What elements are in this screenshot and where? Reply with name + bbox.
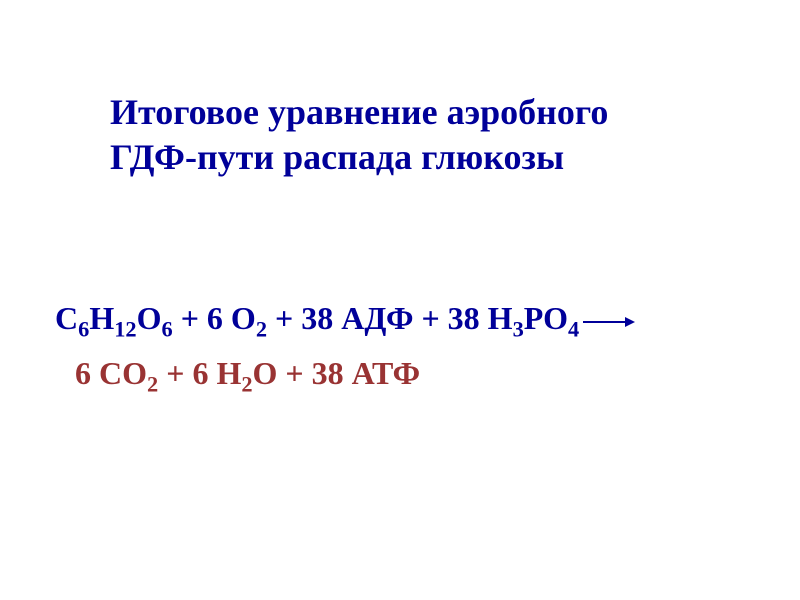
title-line-2: ГДФ-пути распада глюкозы — [110, 135, 740, 180]
equation-products: 6 СО2 + 6 Н2О + 38 АТФ — [75, 355, 760, 392]
glucose-c: С6 — [55, 300, 89, 336]
glucose-o: О6 — [137, 300, 173, 336]
atp-term: О + 38 АТФ — [253, 355, 421, 391]
equation-reactants: С6Н12О6 + 6 О2 + 38 АДФ + 38 Н3РО4 — [55, 300, 760, 337]
title-line-1: Итоговое уравнение аэробного — [110, 90, 740, 135]
slide-title: Итоговое уравнение аэробного ГДФ-пути ра… — [110, 90, 740, 180]
reaction-arrow-icon — [583, 321, 633, 323]
adp-phosphate-term: + 38 АДФ + 38 Н3 — [267, 300, 524, 336]
equation-block: С6Н12О6 + 6 О2 + 38 АДФ + 38 Н3РО4 6 СО2… — [55, 300, 760, 392]
glucose-h: Н12 — [89, 300, 136, 336]
h2o-term: + 6 Н2 — [158, 355, 252, 391]
co2-term: 6 СО2 — [75, 355, 158, 391]
oxygen-term: + 6 О2 — [173, 300, 267, 336]
phosphate-po4: РО4 — [524, 300, 579, 336]
